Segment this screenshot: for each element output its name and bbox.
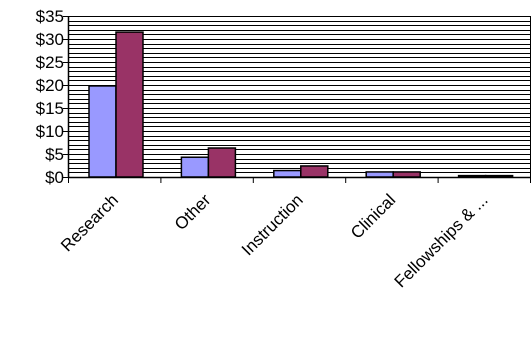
- y-tick-label: $25: [36, 53, 64, 72]
- bar-series1-instruction: [273, 169, 302, 178]
- axes: [63, 16, 531, 183]
- y-tick-label: $35: [36, 7, 64, 26]
- x-category-label: Fellowships & ...: [391, 190, 492, 291]
- y-tick-label: $10: [36, 122, 64, 141]
- y-tick-label: $15: [36, 99, 64, 118]
- x-category-label: Instruction: [238, 190, 307, 259]
- bar-series2-other: [207, 147, 237, 178]
- y-tick-label: $20: [36, 76, 64, 95]
- bar-series1-other: [180, 156, 210, 178]
- x-category-label: Research: [57, 190, 122, 255]
- x-tick-labels: Research Other Instruction ClinicalFellowsh…: [57, 190, 491, 291]
- bar-series1-clinical: [365, 171, 394, 178]
- y-tick-labels: $0 $5 $10 $15 $20 $25 $30 $35: [36, 7, 64, 187]
- bar-series2-clinical: [392, 171, 421, 178]
- y-tick-label: $0: [45, 168, 64, 187]
- y-tick-label: $30: [36, 30, 64, 49]
- bar-series2-research: [115, 31, 144, 178]
- y-tick-label: $5: [45, 145, 64, 164]
- bar-series2-instruction: [300, 165, 329, 178]
- bar-series1-research: [88, 85, 117, 178]
- x-category-label: Other: [171, 190, 215, 234]
- gridlines: [68, 16, 531, 177]
- x-category-label: Clinical: [347, 190, 399, 242]
